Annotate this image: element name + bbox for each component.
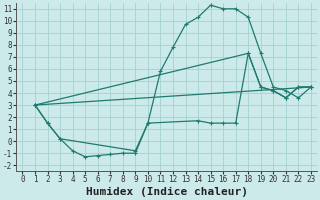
X-axis label: Humidex (Indice chaleur): Humidex (Indice chaleur) [86,187,248,197]
